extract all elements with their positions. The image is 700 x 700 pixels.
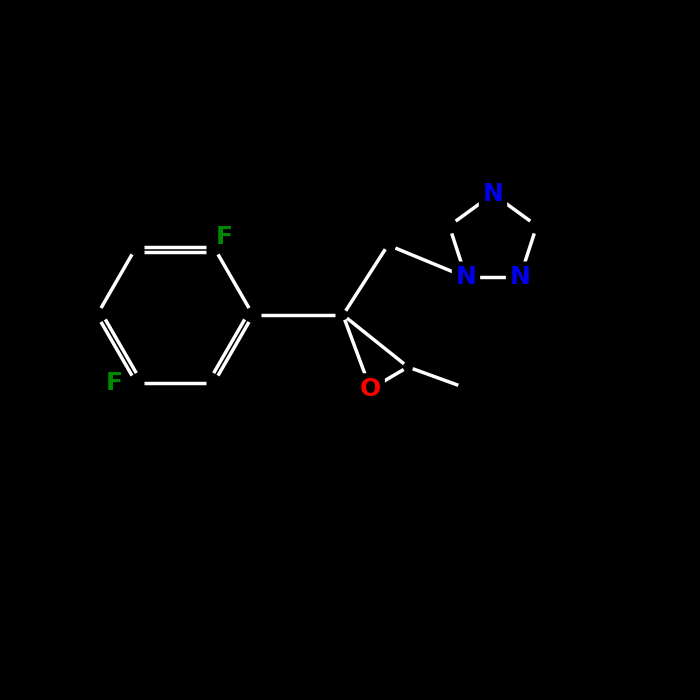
Text: N: N bbox=[482, 182, 503, 206]
Text: N: N bbox=[456, 265, 477, 289]
Text: F: F bbox=[216, 225, 232, 249]
Text: O: O bbox=[360, 377, 381, 401]
Text: N: N bbox=[510, 265, 531, 289]
Text: F: F bbox=[106, 370, 122, 395]
